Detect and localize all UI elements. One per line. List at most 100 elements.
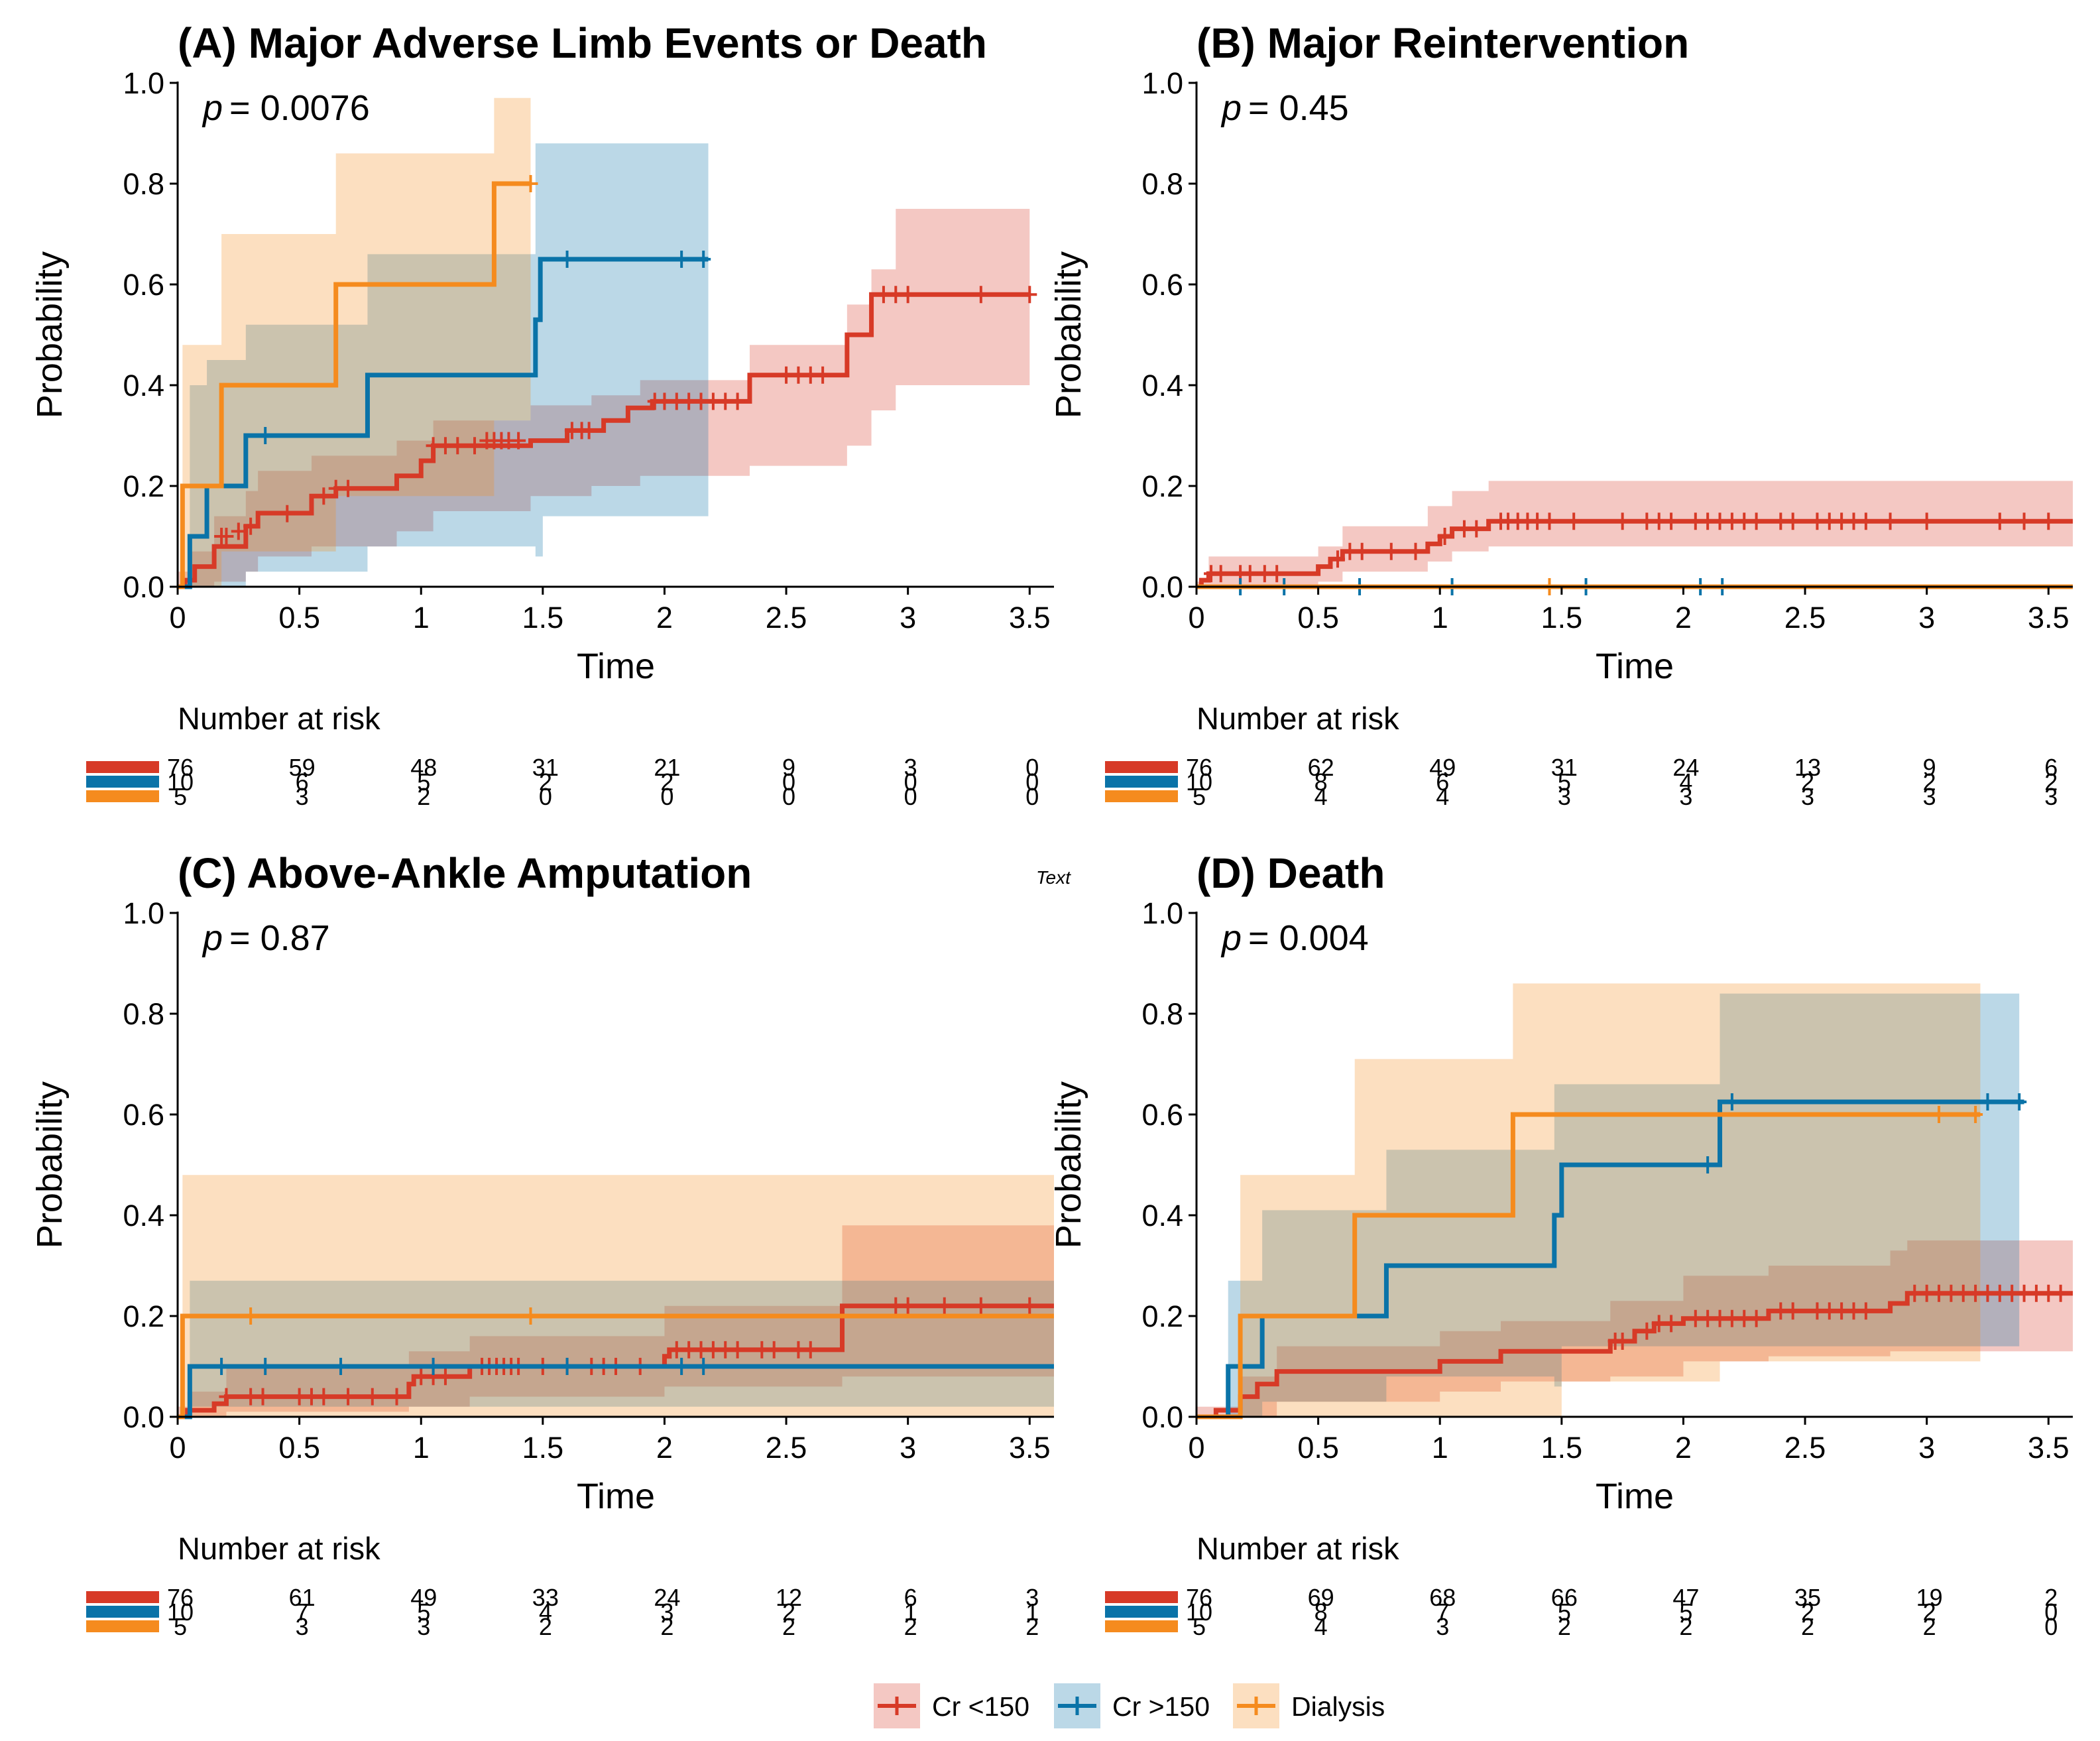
y-tick-label: 0.0: [123, 1400, 164, 1434]
risk-count: 2: [1923, 768, 1936, 796]
censor-mark-cr_gt: [674, 251, 689, 268]
censor-mark-cr_lt: [1330, 550, 1345, 568]
risk-count: 3: [1558, 783, 1571, 810]
censor-mark-cr_lt: [1810, 512, 1825, 530]
censor-mark-cr_lt: [973, 1297, 988, 1315]
risk-count: 2: [1558, 1613, 1571, 1640]
censor-mark-cr_lt: [1785, 1302, 1800, 1320]
censor-mark-cr_gt: [1700, 1156, 1716, 1173]
y-tick-label: 0.0: [123, 570, 164, 604]
risk-count: 3: [2044, 783, 2058, 810]
p-value-text: = 0.45: [1248, 88, 1349, 128]
censor-mark-cr_lt: [1566, 512, 1582, 530]
censor-mark-cr_lt: [1737, 1309, 1752, 1327]
risk-count: 5: [1193, 783, 1206, 810]
ci-band-dialysis: [178, 1175, 1054, 1417]
censor-mark-dialysis: [1932, 1106, 1947, 1123]
censor-mark-cr_lt: [1846, 512, 1861, 530]
censor-mark-cr_lt: [705, 1341, 721, 1358]
censor-mark-cr_lt: [1980, 1284, 1995, 1302]
censor-mark-cr_lt: [693, 1341, 709, 1358]
censor-mark-cr_lt: [243, 1388, 259, 1406]
risk-count: 2: [1801, 768, 1814, 796]
censor-mark-cr_lt: [438, 1368, 453, 1386]
censor-mark-cr_lt: [219, 1388, 234, 1406]
risk-count: 9: [782, 754, 795, 781]
p-value-label: p = 0.004: [1220, 918, 1369, 958]
risk-count: 3: [296, 1613, 309, 1640]
risk-count: 3: [904, 754, 917, 781]
x-tick-label: 0.5: [1297, 601, 1339, 634]
censor-mark-cr_lt: [1724, 1309, 1739, 1327]
censor-mark-cr_lt: [1651, 1315, 1666, 1333]
p-symbol: p: [1220, 918, 1242, 958]
p-value-text: = 0.004: [1248, 918, 1369, 958]
ci-band-dialysis: [178, 97, 531, 587]
risk-count: 1: [904, 1598, 917, 1626]
censor-mark-cr_lt: [243, 517, 259, 535]
risk-count: 3: [1025, 1584, 1039, 1611]
censor-mark-cr_lt: [705, 392, 721, 410]
risk-count: 6: [1436, 768, 1449, 796]
x-tick-label: 1.5: [522, 601, 564, 634]
risk-count: 5: [417, 768, 430, 796]
censor-mark-cr_lt: [1688, 512, 1703, 530]
risk-count: 5: [417, 1598, 430, 1626]
x-tick-label: 1.5: [1541, 1431, 1583, 1465]
censor-mark-cr_lt: [1639, 512, 1655, 530]
x-tick-label: 3.5: [2028, 601, 2070, 634]
censor-mark-cr_lt: [681, 392, 697, 410]
risk-count: 5: [1558, 768, 1571, 796]
x-tick-label: 2.5: [766, 601, 807, 634]
risk-count: 3: [660, 1598, 673, 1626]
censor-mark-cr_lt: [1700, 1309, 1716, 1327]
censor-mark-cr_lt: [973, 286, 988, 304]
censor-mark-cr_lt: [467, 437, 483, 455]
x-tick-label: 1: [413, 1431, 430, 1465]
risk-count: 2: [1679, 1613, 1692, 1640]
y-tick-label: 0.2: [1141, 1299, 1183, 1333]
risk-count: 2: [660, 768, 673, 796]
risk-count: 7: [1436, 1598, 1449, 1626]
x-tick-label: 3.5: [1009, 1431, 1051, 1465]
legend: Cr <150 Cr >150 Dialysis: [874, 1683, 1385, 1728]
censor-mark-cr_lt: [231, 522, 246, 540]
risk-count: 2: [1801, 1598, 1814, 1626]
censor-mark-cr_lt: [1932, 1284, 1947, 1302]
p-value-text: = 0.87: [229, 918, 330, 958]
censor-mark-cr_lt: [1022, 286, 1037, 304]
censor-mark-cr_lt: [1810, 1302, 1825, 1320]
censor-mark-cr_lt: [1269, 565, 1285, 583]
legend-item-cr_lt: Cr <150: [874, 1683, 1029, 1728]
censor-mark-cr_lt: [766, 1341, 782, 1358]
censor-mark-cr_lt: [1354, 542, 1370, 560]
censor-mark-dialysis: [1968, 1106, 1983, 1123]
y-tick-label: 1.0: [123, 66, 164, 100]
p-value-label: p = 0.45: [1220, 88, 1349, 128]
censor-mark-cr_lt: [1907, 1284, 1922, 1302]
panel-3: (D) Death 0 0.5 1 1.5 2 2.5 3 3.5 0.0 0.2 0.4 0.6 0.8…: [1049, 849, 2073, 1640]
risk-table-title: Number at risk: [178, 1531, 380, 1566]
km-curve-dialysis: [178, 181, 531, 589]
x-tick-label: 1: [1432, 601, 1448, 634]
censor-mark-cr_lt: [1700, 512, 1716, 530]
risk-count: 61: [289, 1584, 316, 1611]
censor-mark-cr_lt: [1408, 542, 1423, 560]
censor-mark-cr_gt: [426, 1358, 441, 1375]
x-axis-label: Time: [577, 1476, 655, 1516]
risk-row-swatch-dialysis: [86, 790, 159, 802]
censor-mark-cr_lt: [316, 487, 331, 505]
y-tick-label: 0.8: [1141, 997, 1183, 1031]
censor-mark-cr_lt: [1749, 1309, 1764, 1327]
censor-mark-cr_lt: [1456, 520, 1472, 538]
p-value-text: = 0.0076: [229, 88, 370, 128]
risk-count: 66: [1551, 1584, 1578, 1611]
censor-mark-cr_lt: [1437, 528, 1452, 545]
y-tick-label: 0.4: [1141, 369, 1183, 402]
censor-mark-cr_lt: [280, 505, 295, 522]
risk-count: 4: [1314, 783, 1328, 810]
y-axis-label: Probability: [30, 1081, 70, 1248]
risk-count: 49: [1429, 754, 1456, 781]
risk-count: 1: [1025, 1598, 1039, 1626]
